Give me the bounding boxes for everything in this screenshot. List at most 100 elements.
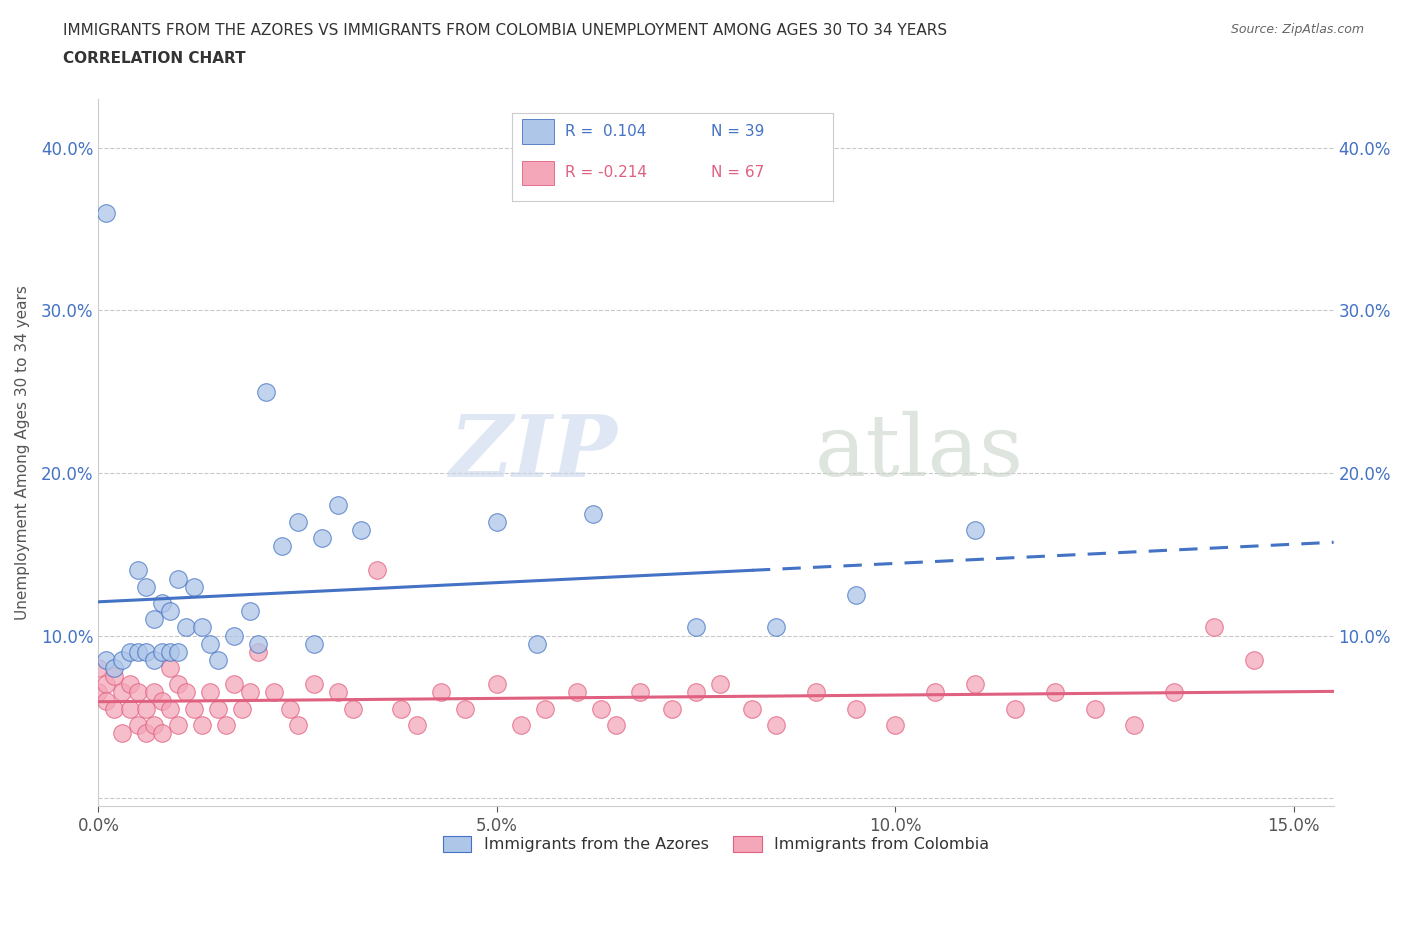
Point bbox=[254, 384, 277, 399]
Point bbox=[311, 530, 333, 545]
Point bbox=[509, 718, 531, 733]
Point bbox=[804, 685, 827, 700]
Point bbox=[96, 653, 118, 668]
Point bbox=[406, 718, 429, 733]
Point bbox=[191, 718, 214, 733]
Point bbox=[96, 206, 118, 220]
Point bbox=[661, 701, 683, 716]
Point bbox=[246, 644, 269, 659]
Point bbox=[135, 701, 157, 716]
Point bbox=[239, 604, 262, 618]
Point bbox=[135, 579, 157, 594]
Point bbox=[120, 677, 142, 692]
Point bbox=[430, 685, 453, 700]
Point bbox=[159, 701, 181, 716]
Point bbox=[963, 677, 986, 692]
Point bbox=[565, 685, 588, 700]
Point bbox=[167, 718, 190, 733]
Point bbox=[167, 571, 190, 586]
Point bbox=[350, 523, 373, 538]
Point bbox=[103, 701, 125, 716]
Point bbox=[533, 701, 555, 716]
Point bbox=[263, 685, 285, 700]
Point bbox=[844, 701, 866, 716]
Point bbox=[287, 718, 309, 733]
Point bbox=[159, 604, 181, 618]
Point bbox=[111, 725, 134, 740]
Point bbox=[485, 677, 508, 692]
Point bbox=[87, 660, 110, 675]
Point bbox=[222, 677, 245, 692]
Point bbox=[485, 514, 508, 529]
Point bbox=[326, 685, 349, 700]
Point bbox=[246, 636, 269, 651]
Point bbox=[96, 693, 118, 708]
Point bbox=[191, 620, 214, 635]
Point bbox=[143, 685, 166, 700]
Point bbox=[239, 685, 262, 700]
Point bbox=[174, 685, 197, 700]
Point bbox=[103, 660, 125, 675]
Point bbox=[605, 718, 627, 733]
Point bbox=[924, 685, 946, 700]
Point bbox=[198, 685, 221, 700]
Point bbox=[628, 685, 651, 700]
Point bbox=[222, 628, 245, 643]
Point bbox=[741, 701, 763, 716]
Point bbox=[709, 677, 731, 692]
Point bbox=[174, 620, 197, 635]
Y-axis label: Unemployment Among Ages 30 to 34 years: Unemployment Among Ages 30 to 34 years bbox=[15, 286, 30, 620]
Point bbox=[103, 669, 125, 684]
Point bbox=[167, 677, 190, 692]
Point bbox=[1043, 685, 1066, 700]
Point bbox=[270, 538, 292, 553]
Text: ZIP: ZIP bbox=[450, 411, 617, 494]
Point bbox=[287, 514, 309, 529]
Point bbox=[765, 718, 787, 733]
Text: atlas: atlas bbox=[815, 411, 1024, 494]
Point bbox=[765, 620, 787, 635]
Point bbox=[685, 685, 707, 700]
Point bbox=[581, 506, 603, 521]
Point bbox=[207, 701, 229, 716]
Point bbox=[1204, 620, 1226, 635]
Point bbox=[342, 701, 364, 716]
Point bbox=[454, 701, 477, 716]
Point bbox=[143, 612, 166, 627]
Point bbox=[215, 718, 238, 733]
Point bbox=[231, 701, 253, 716]
Point bbox=[183, 701, 205, 716]
Point bbox=[159, 644, 181, 659]
Point bbox=[143, 718, 166, 733]
Point bbox=[127, 563, 149, 578]
Point bbox=[1163, 685, 1185, 700]
Point bbox=[150, 644, 173, 659]
Text: CORRELATION CHART: CORRELATION CHART bbox=[63, 51, 246, 66]
Point bbox=[150, 725, 173, 740]
Point bbox=[167, 644, 190, 659]
Point bbox=[1084, 701, 1107, 716]
Point bbox=[135, 644, 157, 659]
Point bbox=[127, 685, 149, 700]
Point bbox=[389, 701, 412, 716]
Point bbox=[159, 660, 181, 675]
Point bbox=[884, 718, 907, 733]
Point bbox=[963, 523, 986, 538]
Point bbox=[96, 677, 118, 692]
Text: Source: ZipAtlas.com: Source: ZipAtlas.com bbox=[1230, 23, 1364, 36]
Point bbox=[302, 636, 325, 651]
Text: IMMIGRANTS FROM THE AZORES VS IMMIGRANTS FROM COLOMBIA UNEMPLOYMENT AMONG AGES 3: IMMIGRANTS FROM THE AZORES VS IMMIGRANTS… bbox=[63, 23, 948, 38]
Point bbox=[135, 725, 157, 740]
Point bbox=[1123, 718, 1146, 733]
Legend: Immigrants from the Azores, Immigrants from Colombia: Immigrants from the Azores, Immigrants f… bbox=[436, 830, 995, 858]
Point bbox=[366, 563, 388, 578]
Point bbox=[326, 498, 349, 512]
Point bbox=[127, 718, 149, 733]
Point bbox=[685, 620, 707, 635]
Point bbox=[1243, 653, 1265, 668]
Point bbox=[844, 588, 866, 603]
Point bbox=[120, 644, 142, 659]
Point bbox=[111, 653, 134, 668]
Point bbox=[87, 685, 110, 700]
Point bbox=[589, 701, 612, 716]
